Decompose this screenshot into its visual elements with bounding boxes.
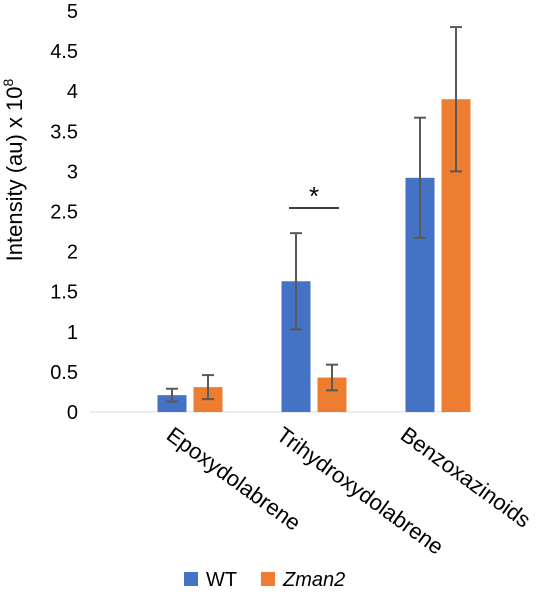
- legend: WT Zman2: [184, 569, 345, 591]
- y-tick-label: 5: [67, 1, 78, 23]
- y-tick-label: 2: [67, 242, 78, 264]
- legend-label-zman2: Zman2: [282, 569, 345, 591]
- y-axis-label-main: Intensity (au) x 10: [2, 86, 27, 261]
- category-labels: EpoxydolabreneTrihydroxydolabreneBenzoxa…: [162, 422, 535, 560]
- legend-swatch-wt: [184, 572, 198, 586]
- y-axis-label: Intensity (au) x 108: [0, 78, 27, 261]
- y-tick-label: 2.5: [50, 202, 78, 224]
- legend-swatch-zman2: [261, 572, 275, 586]
- error-bars-layer: [166, 26, 462, 403]
- y-axis-title: Intensity (au) x 108: [0, 78, 27, 261]
- y-tick-label: 1.5: [50, 282, 78, 304]
- bar-wt-0: [157, 395, 187, 412]
- y-tick-label: 3.5: [50, 121, 78, 143]
- y-tick-label: 1: [67, 322, 78, 344]
- error-bar: [414, 116, 426, 239]
- legend-label-wt: WT: [206, 569, 237, 591]
- error-bar: [202, 374, 214, 401]
- error-bar: [290, 232, 302, 331]
- error-bar: [450, 26, 462, 173]
- y-tick-label: 3: [67, 161, 78, 183]
- y-axis-label-superscript: 8: [0, 78, 16, 86]
- significance-annotation: *: [289, 181, 339, 211]
- y-tick-label: 4.5: [50, 41, 78, 63]
- error-bar: [326, 363, 338, 392]
- significance-star: *: [309, 181, 319, 211]
- y-tick-label: 0.5: [50, 362, 78, 384]
- y-tick-label: 0: [67, 402, 78, 424]
- y-axis-ticks: 0 0.5 1 1.5 2 2.5 3 3.5 4 4.5 5: [50, 1, 78, 424]
- y-tick-label: 4: [67, 81, 78, 103]
- bars-layer: [157, 99, 471, 412]
- error-bar: [166, 387, 178, 403]
